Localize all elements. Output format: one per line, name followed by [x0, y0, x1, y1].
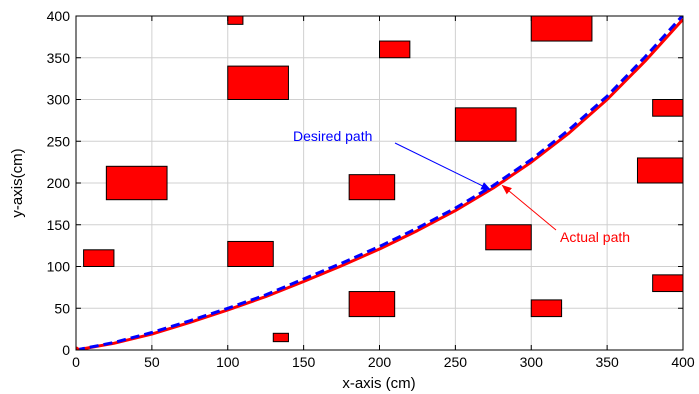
- obstacle: [379, 40, 411, 59]
- y-tick-label: 100: [47, 259, 71, 275]
- y-tick-label: 0: [62, 342, 70, 358]
- y-tick-label: 50: [54, 300, 70, 316]
- x-axis-title: x-axis (cm): [342, 375, 415, 392]
- obstacle: [652, 99, 683, 117]
- obstacles: [83, 16, 683, 343]
- y-tick-label: 200: [47, 175, 71, 191]
- obstacle: [105, 165, 168, 201]
- desired-path-annotation: Desired path: [293, 128, 372, 144]
- x-tick-label: 400: [671, 354, 695, 370]
- y-tick-label: 250: [47, 133, 71, 149]
- obstacle: [348, 174, 396, 201]
- y-tick-label: 400: [47, 8, 71, 24]
- y-tick-label: 150: [47, 217, 71, 233]
- actual-path-annotation: Actual path: [560, 229, 630, 245]
- obstacle: [227, 240, 274, 267]
- obstacle: [227, 65, 289, 100]
- obstacle: [348, 291, 396, 318]
- start-point: [76, 346, 80, 350]
- obstacle: [530, 299, 563, 318]
- y-axis-title: y-axis(cm): [9, 148, 26, 217]
- obstacle: [530, 16, 593, 42]
- obstacle: [454, 107, 517, 142]
- obstacle: [652, 274, 683, 293]
- series: [76, 16, 683, 350]
- x-tick-label: 200: [368, 354, 392, 370]
- x-tick-label: 100: [216, 354, 240, 370]
- desired-path-line: [76, 16, 683, 350]
- annotations: Desired path Actual path: [293, 128, 630, 245]
- y-tick-label: 300: [47, 92, 71, 108]
- y-tick-label: 350: [47, 50, 71, 66]
- x-tick-label: 150: [292, 354, 316, 370]
- obstacle: [485, 224, 532, 251]
- obstacle: [83, 249, 115, 268]
- ticks: 0 50 100 150 200 250 300 350 400 0 50 100 150 200 250 3…: [47, 8, 695, 370]
- obstacle: [272, 332, 289, 343]
- x-tick-label: 0: [72, 354, 80, 370]
- x-tick-label: 350: [595, 354, 619, 370]
- obstacle: [227, 16, 244, 25]
- obstacle: [636, 157, 683, 184]
- desired-path-arrow: [394, 142, 492, 191]
- x-tick-label: 300: [520, 354, 544, 370]
- x-tick-label: 50: [144, 354, 160, 370]
- x-tick-label: 250: [444, 354, 468, 370]
- actual-path-arrow: [501, 184, 557, 231]
- actual-path-line: [76, 18, 683, 350]
